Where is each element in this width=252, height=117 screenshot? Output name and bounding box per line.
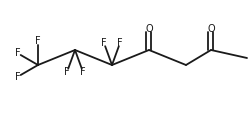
Text: F: F	[80, 67, 85, 77]
Text: F: F	[35, 37, 41, 46]
Text: F: F	[64, 67, 70, 77]
Text: F: F	[15, 72, 20, 82]
Text: O: O	[206, 24, 214, 33]
Text: F: F	[15, 48, 20, 58]
Text: F: F	[101, 38, 106, 48]
Text: F: F	[117, 38, 122, 48]
Text: O: O	[145, 24, 152, 33]
